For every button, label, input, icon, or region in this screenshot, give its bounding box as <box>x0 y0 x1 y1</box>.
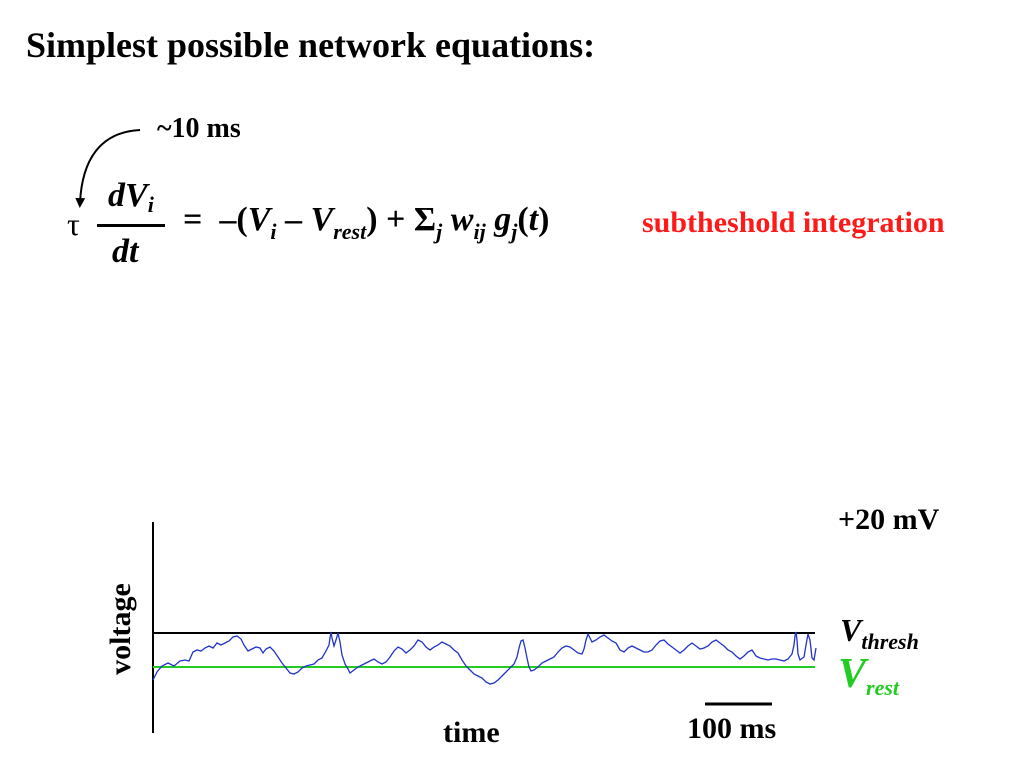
rhs-t-open: ( <box>517 201 529 238</box>
threshold-label: Vthresh <box>840 612 919 655</box>
top-level-label: +20 mV <box>838 503 940 536</box>
voltage-trace <box>152 631 817 685</box>
rest-label: Vrest <box>838 650 899 701</box>
derivative-numerator: dVi <box>108 177 154 218</box>
derivative-denominator: dt <box>112 233 139 270</box>
rest-label-v: V <box>838 651 867 697</box>
equals-sign: = <box>183 201 203 238</box>
numerator-subscript: i <box>147 192 154 217</box>
rhs-t: t <box>528 201 539 238</box>
numerator-var: dV <box>108 177 148 214</box>
rhs-w: w <box>442 201 474 238</box>
equation-rhs: = –(Vi – Vrest) + Σj wij gj(t) <box>183 201 549 245</box>
rhs-open: –( <box>219 201 248 238</box>
rest-label-sub: rest <box>866 675 900 700</box>
tau-symbol: τ <box>67 206 80 242</box>
scale-bar-label: 100 ms <box>687 712 777 745</box>
rhs-t-close: ) <box>538 201 550 238</box>
rhs-g: g <box>485 201 512 238</box>
tau-arrow <box>75 129 141 208</box>
threshold-label-v: V <box>840 612 862 648</box>
y-axis-label: voltage <box>104 583 137 675</box>
rhs-v: V <box>247 201 271 238</box>
slide-title: Simplest possible network equations: <box>26 25 596 65</box>
rhs-sigma-sub: j <box>436 219 443 244</box>
tau-annotation: ~10 ms <box>157 113 241 144</box>
subthreshold-label: subtheshold integration <box>642 206 945 239</box>
rhs-minus: – <box>276 201 311 238</box>
rhs-vrest-sub: rest <box>333 219 367 244</box>
threshold-label-sub: thresh <box>861 629 919 654</box>
rhs-vrest: V <box>310 201 334 238</box>
x-axis-label: time <box>443 716 500 749</box>
rhs-v-sub: i <box>270 219 277 244</box>
fraction-bar <box>97 224 165 227</box>
rhs-close-plus-sigma: ) + Σ <box>366 201 437 238</box>
rhs-w-sub: ij <box>473 219 486 244</box>
rhs-g-sub: j <box>511 219 518 244</box>
